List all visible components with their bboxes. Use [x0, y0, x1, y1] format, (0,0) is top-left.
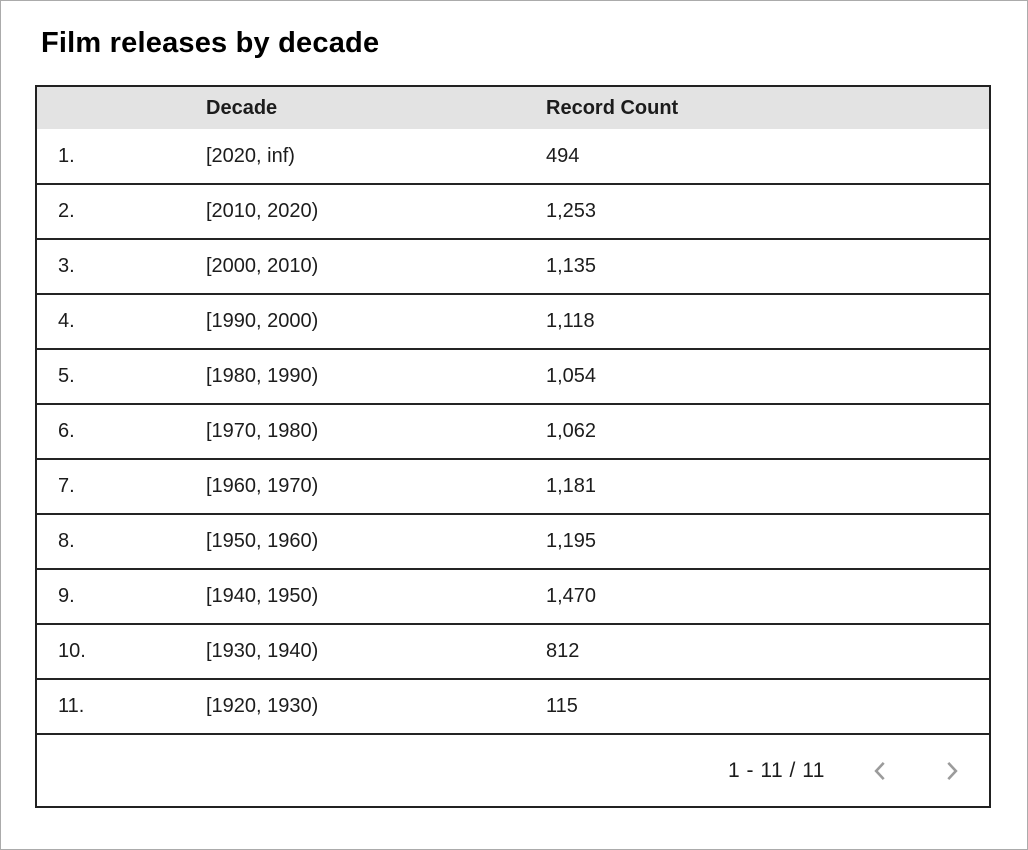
table-row: 4. [1990, 2000) 1,118: [37, 294, 989, 349]
table-header-row: Decade Record Count: [37, 87, 989, 129]
row-number: 3.: [58, 255, 75, 277]
header-cell-decade[interactable]: Decade: [206, 96, 278, 119]
table-footer: 1 - 11 / 11: [37, 735, 989, 806]
table-row: 5. [1980, 1990) 1,054: [37, 349, 989, 404]
cell-decade: [1920, 1930): [206, 695, 319, 717]
cell-record-count: 812: [546, 640, 580, 662]
chevron-left-icon: [868, 758, 894, 784]
row-number: 10.: [58, 640, 86, 662]
data-table-frame: Decade Record Count 1. [2020, inf) 494 2…: [35, 85, 991, 808]
row-number: 6.: [58, 420, 75, 442]
next-page-button[interactable]: [937, 757, 965, 785]
row-number: 11.: [58, 695, 85, 717]
table-row: 8. [1950, 1960) 1,195: [37, 514, 989, 569]
row-number: 1.: [58, 144, 75, 167]
header-cell-row-number: [37, 87, 206, 129]
row-number: 4.: [58, 310, 75, 332]
row-number: 5.: [58, 365, 75, 387]
table-row: 2. [2010, 2020) 1,253: [37, 184, 989, 239]
cell-record-count: 1,470: [546, 585, 597, 607]
row-number: 9.: [58, 585, 75, 607]
cell-decade: [2020, inf): [206, 144, 295, 167]
cell-record-count: 1,054: [546, 365, 597, 387]
cell-decade: [2010, 2020): [206, 200, 319, 222]
cell-decade: [1940, 1950): [206, 585, 319, 607]
row-number: 8.: [58, 530, 75, 552]
cell-record-count: 1,181: [546, 475, 597, 497]
table-row: 9. [1940, 1950) 1,470: [37, 569, 989, 624]
cell-decade: [1960, 1970): [206, 475, 319, 497]
cell-record-count: 494: [546, 144, 580, 167]
table-row: 10. [1930, 1940) 812: [37, 624, 989, 679]
table-row: 6. [1970, 1980) 1,062: [37, 404, 989, 459]
previous-page-button[interactable]: [867, 757, 895, 785]
cell-record-count: 1,062: [546, 420, 597, 442]
cell-decade: [1990, 2000): [206, 310, 319, 332]
widget-title: Film releases by decade: [41, 27, 380, 59]
row-number: 2.: [58, 200, 75, 222]
cell-decade: [1970, 1980): [206, 420, 319, 442]
row-number: 7.: [58, 475, 75, 497]
cell-record-count: 1,135: [546, 255, 597, 277]
header-cell-record-count[interactable]: Record Count: [546, 96, 679, 119]
table-row: 11. [1920, 1930) 115: [37, 679, 989, 734]
table-row: 7. [1960, 1970) 1,181: [37, 459, 989, 514]
data-table: Decade Record Count 1. [2020, inf) 494 2…: [37, 87, 989, 735]
cell-record-count: 1,195: [546, 530, 597, 552]
chevron-right-icon: [938, 758, 964, 784]
cell-decade: [1950, 1960): [206, 530, 319, 552]
cell-decade: [1930, 1940): [206, 640, 319, 662]
table-row: 3. [2000, 2010) 1,135: [37, 239, 989, 294]
cell-record-count: 115: [546, 695, 578, 717]
cell-record-count: 1,118: [546, 310, 595, 332]
cell-decade: [1980, 1990): [206, 365, 319, 387]
table-row: 1. [2020, inf) 494: [37, 129, 989, 184]
cell-decade: [2000, 2010): [206, 255, 319, 277]
pagination-range-label: 1 - 11 / 11: [728, 758, 825, 782]
cell-record-count: 1,253: [546, 200, 597, 222]
